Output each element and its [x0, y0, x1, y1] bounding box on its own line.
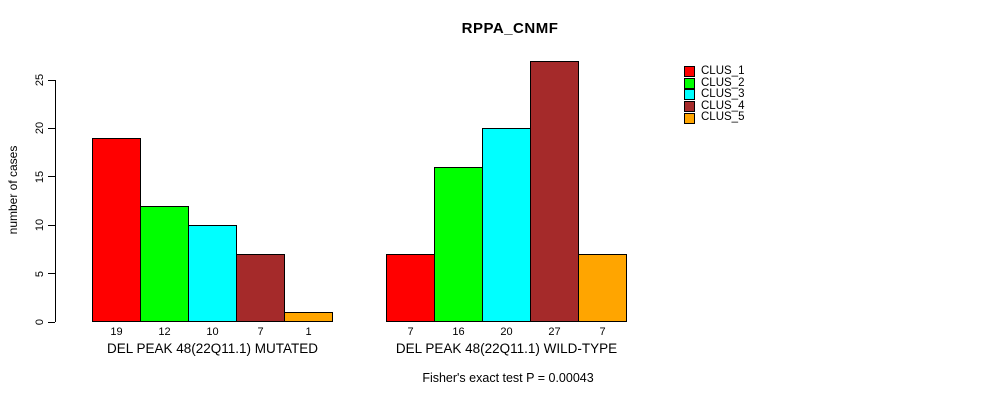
y-axis-label: number of cases: [6, 145, 20, 235]
legend-label: CLUS_2: [701, 76, 745, 89]
legend-color-swatch: [684, 77, 695, 89]
y-tick-mark: [48, 224, 55, 226]
y-tick-mark: [48, 127, 55, 129]
group-axis-label: DEL PEAK 48(22Q11.1) WILD-TYPE: [395, 341, 618, 356]
bar-clus_2: [434, 167, 483, 322]
bar-value-label: 20: [500, 326, 513, 338]
y-tick-mark: [48, 79, 55, 81]
y-axis-line: [55, 80, 56, 322]
legend-color-swatch: [684, 89, 695, 101]
bar-value-label: 7: [599, 326, 606, 338]
bar-value-label: 27: [548, 326, 561, 338]
bar-value-label: 10: [206, 326, 219, 338]
legend-color-swatch: [684, 66, 695, 78]
y-tick-mark: [48, 273, 55, 275]
bar-clus_3: [188, 225, 237, 322]
bar-clus_1: [92, 138, 141, 322]
legend-item: CLUS_4: [684, 99, 745, 113]
y-tick-label: 20: [34, 122, 46, 135]
bar-value-label: 19: [110, 326, 123, 338]
legend-label: CLUS_3: [701, 88, 745, 101]
bar-clus_4: [530, 60, 579, 322]
chart-title: RPPA_CNMF: [461, 20, 559, 37]
bar-clus_2: [140, 205, 189, 322]
bar-clus_3: [482, 128, 531, 322]
y-tick-label: 0: [34, 318, 46, 326]
legend-item: CLUS_3: [684, 89, 744, 101]
y-tick-label: 10: [34, 219, 46, 232]
bar-clus_4: [236, 254, 285, 322]
y-tick-mark: [48, 176, 55, 178]
y-tick-mark: [48, 321, 55, 323]
y-tick-label: 25: [34, 73, 46, 87]
legend-label: CLUS_4: [701, 99, 745, 112]
y-tick-label: 15: [34, 170, 46, 183]
legend-item: CLUS_1: [684, 65, 745, 78]
bar-value-label: 12: [158, 326, 171, 338]
legend-color-swatch: [684, 112, 695, 124]
legend-item: CLUS_5: [684, 112, 744, 124]
bar-value-label: 16: [452, 326, 465, 338]
bar-value-label: 7: [407, 326, 414, 338]
bar-clus_1: [386, 254, 435, 322]
legend-label: CLUS_5: [701, 111, 745, 124]
group-axis-label: DEL PEAK 48(22Q11.1) MUTATED: [106, 341, 319, 356]
legend-color-swatch: [684, 101, 695, 113]
stat-test-label: Fisher's exact test P = 0.00043: [422, 371, 594, 385]
y-tick-label: 5: [34, 270, 46, 277]
legend-label: CLUS_1: [701, 65, 745, 77]
bar-clus_5: [578, 254, 627, 322]
bar-value-label: 1: [305, 326, 312, 338]
bar-clus_5: [284, 312, 333, 322]
legend-item: CLUS_2: [684, 76, 745, 90]
bar-value-label: 7: [257, 326, 264, 338]
